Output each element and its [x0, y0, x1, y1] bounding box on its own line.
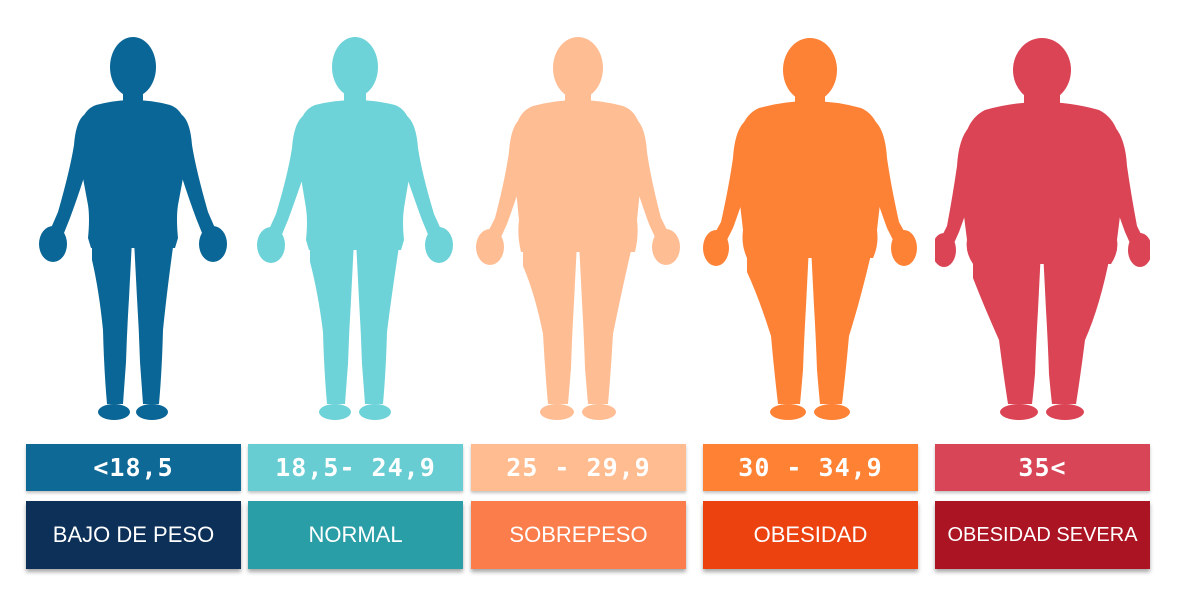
bmi-category-normal: 18,5- 24,9 NORMAL: [248, 0, 463, 592]
bmi-range: <18,5: [26, 444, 241, 491]
severe-obese-figure-icon: [935, 30, 1150, 425]
bmi-range: 18,5- 24,9: [248, 444, 463, 491]
bmi-label: BAJO DE PESO: [26, 501, 241, 569]
underweight-figure-icon: [26, 30, 241, 425]
bmi-category-underweight: <18,5 BAJO DE PESO: [26, 0, 241, 592]
overweight-figure-icon: [471, 30, 686, 425]
bmi-label: OBESIDAD SEVERA: [935, 501, 1150, 569]
bmi-range: 25 - 29,9: [471, 444, 686, 491]
bmi-label: OBESIDAD: [703, 501, 918, 569]
bmi-category-overweight: 25 - 29,9 SOBREPESO: [471, 0, 686, 592]
normal-figure-icon: [248, 30, 463, 425]
bmi-category-severe-obese: 35< OBESIDAD SEVERA: [935, 0, 1150, 592]
bmi-range: 35<: [935, 444, 1150, 491]
bmi-label: NORMAL: [248, 501, 463, 569]
bmi-range: 30 - 34,9: [703, 444, 918, 491]
obese-figure-icon: [703, 30, 918, 425]
bmi-label: SOBREPESO: [471, 501, 686, 569]
bmi-category-obese: 30 - 34,9 OBESIDAD: [703, 0, 918, 592]
